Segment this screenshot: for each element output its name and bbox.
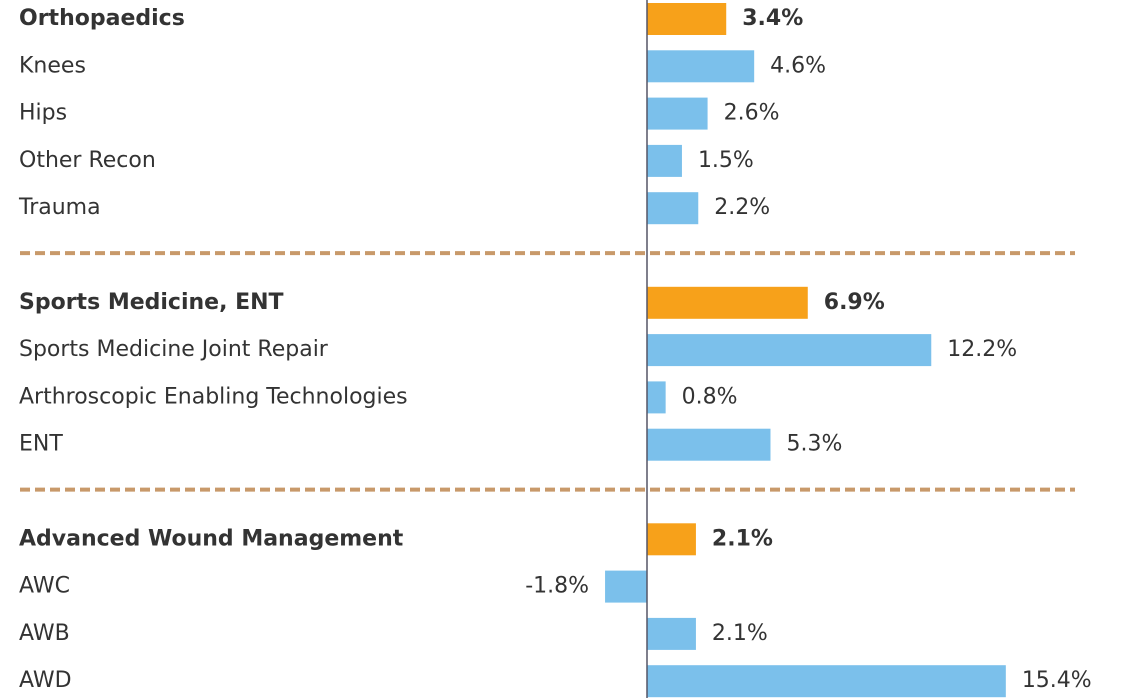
category-label: Arthroscopic Enabling Technologies — [19, 384, 408, 409]
category-label: Sports Medicine Joint Repair — [19, 337, 329, 362]
value-label: 1.5% — [698, 148, 754, 173]
value-label: 3.4% — [742, 6, 803, 31]
bar — [647, 665, 1006, 698]
value-label: 5.3% — [786, 432, 842, 457]
bar — [647, 144, 682, 177]
value-label: -1.8% — [525, 574, 589, 599]
bar — [647, 334, 932, 367]
value-label: 4.6% — [770, 53, 826, 78]
group-label: Sports Medicine, ENT — [19, 290, 284, 315]
group-label: Advanced Wound Management — [19, 526, 404, 551]
category-label: AWD — [19, 668, 72, 693]
category-label: Other Recon — [19, 148, 156, 173]
bar — [647, 50, 755, 83]
bar — [605, 570, 647, 603]
value-label: 15.4% — [1022, 668, 1092, 693]
bar — [647, 3, 727, 35]
value-label: 0.8% — [682, 384, 738, 409]
category-label: Hips — [19, 101, 67, 126]
category-label: AWB — [19, 621, 70, 646]
category-label: Knees — [19, 53, 86, 78]
value-label: 6.9% — [824, 290, 885, 315]
bar — [647, 523, 696, 556]
value-label: 2.2% — [714, 195, 770, 220]
category-label: Trauma — [18, 195, 101, 220]
category-label: ENT — [19, 432, 63, 457]
value-label: 2.1% — [712, 526, 773, 551]
category-label: AWC — [19, 574, 70, 599]
bar — [647, 286, 808, 319]
bar — [647, 381, 666, 414]
value-label: 2.1% — [712, 621, 768, 646]
group-label: Orthopaedics — [19, 6, 185, 31]
bar — [647, 192, 699, 225]
value-label: 12.2% — [947, 337, 1017, 362]
value-label: 2.6% — [724, 101, 780, 126]
bar — [647, 428, 771, 461]
bar — [647, 617, 696, 650]
bar — [647, 97, 708, 130]
